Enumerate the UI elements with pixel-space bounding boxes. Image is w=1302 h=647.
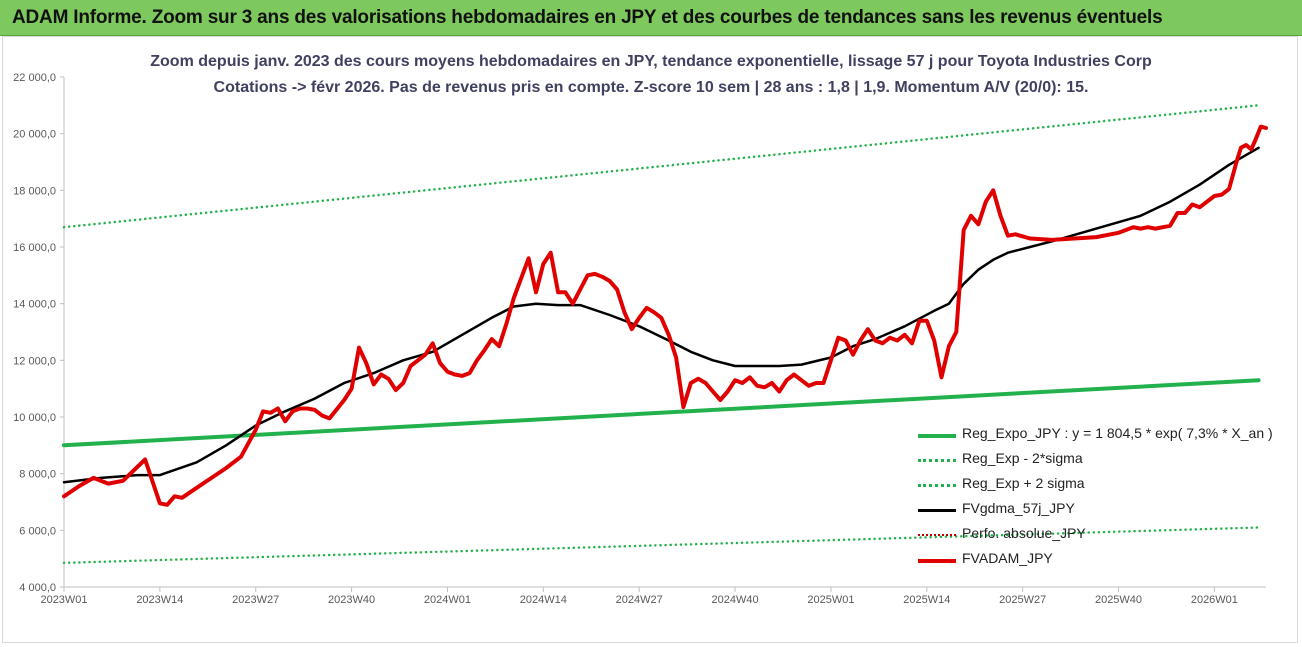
legend-item: Reg_Exp - 2*sigma xyxy=(912,449,1272,474)
y-tick-label: 4 000,0 xyxy=(19,582,56,594)
x-tick-label: 2024W27 xyxy=(616,594,663,606)
legend-label: Reg_Exp - 2*sigma xyxy=(962,450,1083,466)
legend-label: Perfo. absolue_JPY xyxy=(962,525,1086,541)
legend-swatch xyxy=(918,459,956,462)
x-tick-label: 2023W14 xyxy=(136,594,183,606)
series-line-reg-exp xyxy=(62,104,1260,229)
series-line-fvgdma-57j-jpy xyxy=(62,146,1260,484)
y-tick-label: 16 000,0 xyxy=(13,242,56,254)
y-tick-label: 6 000,0 xyxy=(19,525,56,537)
legend-item: Reg_Expo_JPY : y = 1 804,5 * exp( 7,3% *… xyxy=(912,424,1273,449)
y-tick-label: 8 000,0 xyxy=(19,469,56,481)
legend-swatch xyxy=(918,509,956,512)
banner-title: ADAM Informe. Zoom sur 3 ans des valoris… xyxy=(12,7,1163,28)
x-tick-label: 2024W40 xyxy=(712,594,759,606)
x-tick-label: 2024W14 xyxy=(520,594,567,606)
series-line-reg-exp xyxy=(62,526,1260,565)
legend-label: FVgdma_57j_JPY xyxy=(962,500,1075,516)
y-tick-label: 14 000,0 xyxy=(13,299,56,311)
legend-label: Reg_Expo_JPY : y = 1 804,5 * exp( 7,3% *… xyxy=(962,425,1273,441)
x-tick-label: 2025W14 xyxy=(903,594,950,606)
legend-item: Reg_Exp + 2 sigma xyxy=(912,474,1272,499)
legend-swatch xyxy=(918,534,956,536)
x-tick-label: 2025W27 xyxy=(999,594,1046,606)
legend-item: Perfo. absolue_JPY xyxy=(912,524,1272,549)
report-banner: ADAM Informe. Zoom sur 3 ans des valoris… xyxy=(0,0,1302,36)
y-tick-label: 18 000,0 xyxy=(13,185,56,197)
chart-frame xyxy=(2,36,1298,643)
chart-legend: Reg_Expo_JPY : y = 1 804,5 * exp( 7,3% *… xyxy=(912,424,1273,574)
y-tick-label: 20 000,0 xyxy=(13,129,56,141)
x-tick-label: 2025W40 xyxy=(1095,594,1142,606)
chart-title-line2: Cotations -> févr 2026. Pas de revenus p… xyxy=(213,79,1089,96)
legend-item: FVADAM_JPY xyxy=(912,549,1272,574)
x-tick-label: 2023W40 xyxy=(328,594,375,606)
x-tick-label: 2026W01 xyxy=(1191,594,1238,606)
y-tick-label: 22 000,0 xyxy=(13,72,56,84)
series-line-reg-expo-jpy xyxy=(62,378,1261,448)
x-tick-label: 2024W01 xyxy=(424,594,471,606)
x-tick-label: 2023W01 xyxy=(40,594,87,606)
series-line-fvadam-jpy xyxy=(62,124,1268,507)
legend-label: Reg_Exp + 2 sigma xyxy=(962,475,1085,491)
x-tick-label: 2023W27 xyxy=(232,594,279,606)
chart-title-line1: Zoom depuis janv. 2023 des cours moyens … xyxy=(150,53,1152,70)
legend-item: FVgdma_57j_JPY xyxy=(912,499,1272,524)
legend-swatch xyxy=(918,559,956,563)
legend-label: FVADAM_JPY xyxy=(962,550,1053,566)
y-tick-label: 12 000,0 xyxy=(13,355,56,367)
legend-swatch xyxy=(918,484,956,487)
x-tick-label: 2025W01 xyxy=(807,594,854,606)
y-tick-label: 10 000,0 xyxy=(13,412,56,424)
legend-swatch xyxy=(918,434,956,438)
